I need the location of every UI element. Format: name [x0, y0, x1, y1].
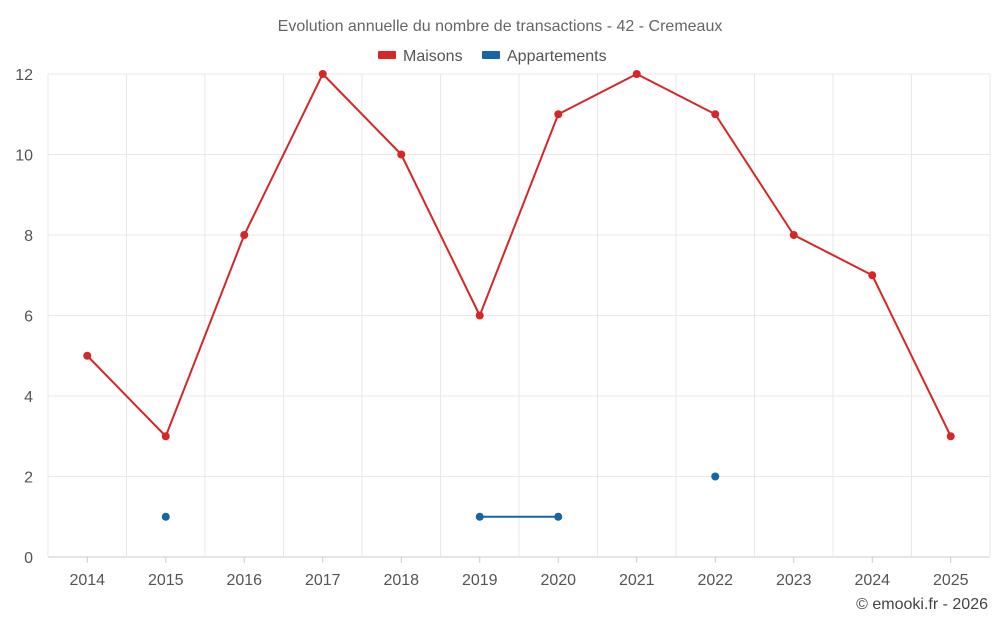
data-point-maisons[interactable] — [632, 70, 641, 78]
credit-text: © emooki.fr - 2026 — [856, 596, 988, 613]
data-point-maisons[interactable] — [711, 110, 720, 119]
y-tick-label: 12 — [15, 67, 33, 84]
y-tick-label: 8 — [24, 228, 33, 245]
y-tick-label: 0 — [24, 550, 33, 567]
x-tick-label: 2014 — [69, 572, 105, 589]
y-tick-label: 2 — [24, 470, 33, 487]
x-tick-label: 2015 — [148, 572, 184, 589]
x-tick-label: 2020 — [540, 572, 576, 589]
data-point-maisons[interactable] — [946, 432, 955, 441]
series-appartements — [161, 472, 720, 521]
x-tick-label: 2021 — [619, 572, 655, 589]
data-point-maisons[interactable] — [789, 231, 798, 239]
legend[interactable]: Maisons Appartements — [378, 48, 607, 65]
y-tick-label: 6 — [24, 309, 33, 326]
x-tick-label: 2023 — [776, 572, 812, 589]
y-axis-ticks: 0 2 4 6 8 10 12 — [15, 67, 33, 567]
x-tick-label: 2018 — [383, 572, 419, 589]
x-tick-label: 2019 — [462, 572, 498, 589]
x-tick-label: 2022 — [697, 572, 733, 589]
data-point-maisons[interactable] — [554, 110, 563, 119]
legend-label-appartements[interactable]: Appartements — [507, 48, 607, 65]
data-point-maisons[interactable] — [240, 231, 249, 239]
legend-swatch-maisons[interactable] — [378, 51, 396, 59]
x-axis-ticks: 2014 2015 2016 2017 2018 2019 2020 2021 2022 2023… — [69, 557, 969, 589]
data-point-maisons[interactable] — [161, 432, 170, 441]
data-point-maisons[interactable] — [475, 311, 484, 320]
data-point-appartements[interactable] — [554, 512, 563, 521]
legend-label-maisons[interactable]: Maisons — [403, 48, 463, 65]
data-point-maisons[interactable] — [318, 70, 327, 78]
x-tick-label: 2025 — [933, 572, 969, 589]
data-point-appartements[interactable] — [161, 512, 170, 521]
x-tick-label: 2016 — [226, 572, 262, 589]
legend-swatch-appartements[interactable] — [482, 51, 500, 59]
x-tick-label: 2017 — [305, 572, 341, 589]
series-line-maisons — [86, 73, 952, 438]
data-point-appartements[interactable] — [711, 472, 720, 481]
data-point-appartements[interactable] — [475, 512, 484, 521]
data-point-maisons[interactable] — [397, 150, 406, 159]
grid-lines — [47, 73, 991, 558]
series-maisons — [83, 70, 955, 441]
y-tick-label: 10 — [15, 148, 33, 165]
data-point-maisons[interactable] — [868, 271, 877, 280]
series-layer — [83, 70, 955, 521]
chart-title: Evolution annuelle du nombre de transact… — [278, 18, 723, 35]
y-tick-label: 4 — [24, 389, 33, 406]
x-tick-label: 2024 — [854, 572, 890, 589]
data-point-maisons[interactable] — [83, 351, 92, 360]
